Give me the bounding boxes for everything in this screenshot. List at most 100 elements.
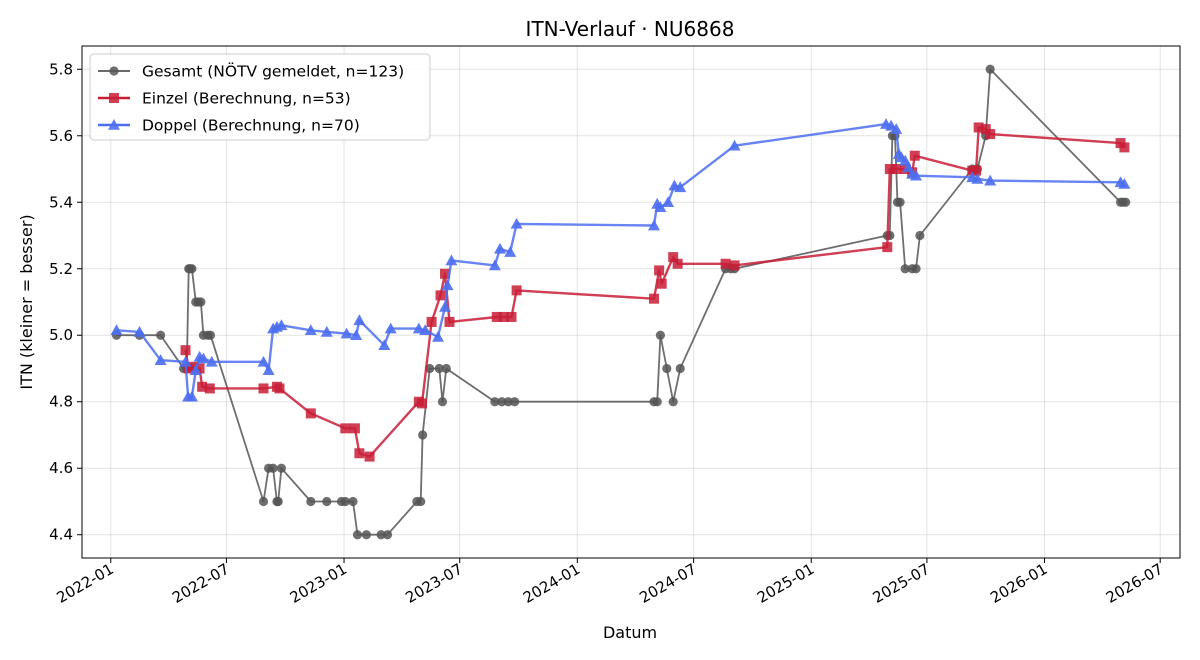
data-point: [276, 463, 287, 473]
data-point: [675, 363, 685, 374]
data-point: [419, 324, 432, 336]
data-point: [439, 300, 452, 312]
data-point: [179, 355, 192, 367]
legend-marker: [109, 66, 119, 76]
data-point: [180, 345, 191, 356]
series-line: [116, 68, 1126, 536]
series-square: [180, 122, 1130, 462]
data-point: [258, 496, 269, 507]
data-point: [441, 363, 451, 374]
data-point: [971, 172, 984, 184]
data-point: [668, 397, 678, 407]
legend-label: Gesamt (NÖTV gemeldet, n=123): [142, 62, 404, 81]
x-tick-label: 2025-01: [754, 560, 817, 607]
data-point: [510, 397, 520, 407]
data-point: [648, 219, 661, 231]
data-point: [268, 463, 278, 473]
series-triangle: [110, 118, 1131, 402]
plot-area: [110, 64, 1131, 540]
data-point: [353, 314, 366, 326]
data-point: [891, 164, 902, 175]
data-point: [340, 496, 350, 507]
data-point: [320, 325, 333, 337]
data-point: [196, 297, 206, 307]
data-point: [890, 123, 903, 134]
data-point: [510, 217, 523, 229]
data-point: [273, 496, 283, 507]
data-point: [882, 242, 893, 253]
data-point: [656, 278, 667, 289]
data-point: [189, 364, 202, 375]
data-point: [416, 496, 426, 507]
x-tick-label: 2025-07: [870, 560, 933, 607]
y-tick-label: 5.2: [49, 260, 73, 278]
data-point: [911, 264, 921, 274]
data-point: [354, 448, 365, 459]
legend: Gesamt (NÖTV gemeldet, n=123) Einzel (Ber…: [89, 53, 431, 141]
data-point: [728, 139, 741, 151]
data-point: [720, 258, 731, 269]
data-point: [445, 254, 458, 266]
y-tick-label: 4.8: [49, 393, 73, 411]
data-point: [417, 398, 428, 409]
data-point: [340, 423, 351, 434]
data-point: [205, 355, 218, 367]
data-point: [205, 330, 216, 340]
data-point: [902, 161, 915, 173]
data-point: [361, 530, 372, 540]
data-point: [274, 383, 285, 394]
data-point: [431, 330, 444, 342]
data-point: [985, 64, 995, 74]
data-point: [662, 196, 675, 208]
y-tick-label: 5.4: [49, 193, 73, 211]
data-point: [652, 397, 662, 407]
data-point: [895, 197, 905, 207]
data-point: [503, 397, 513, 407]
data-point: [194, 363, 205, 374]
legend-entry: Gesamt (NÖTV gemeldet, n=123): [98, 62, 404, 81]
data-point: [1118, 177, 1131, 189]
data-point: [185, 390, 198, 402]
x-tick-label: 2023-01: [287, 560, 350, 607]
x-tick-label: 2022-01: [53, 560, 116, 607]
data-point: [973, 122, 984, 133]
data-point: [156, 330, 166, 340]
y-tick-label: 5.6: [49, 127, 73, 145]
data-point: [900, 264, 910, 274]
x-tick-label: 2026-07: [1103, 560, 1166, 607]
data-point: [322, 496, 332, 507]
data-point: [506, 311, 517, 322]
data-point: [511, 285, 522, 296]
x-tick-label: 2026-01: [987, 560, 1050, 607]
data-point: [110, 324, 123, 336]
y-tick-label: 4.4: [49, 526, 73, 544]
data-point: [488, 259, 501, 271]
data-point: [435, 290, 446, 301]
x-axis: 2022-01 2022-07 2023-01 2023-07 2024-01 2024-…: [53, 558, 1166, 607]
data-point: [662, 363, 672, 374]
y-tick-label: 5.0: [49, 326, 73, 344]
x-tick-label: 2023-07: [402, 560, 465, 607]
data-point: [434, 363, 444, 374]
legend-label: Einzel (Berechnung, n=53): [142, 90, 351, 108]
legend-entry: Doppel (Berechnung, n=70): [98, 117, 360, 135]
data-point: [364, 451, 375, 462]
data-point: [418, 430, 428, 440]
data-point: [352, 530, 363, 540]
data-point: [133, 325, 146, 337]
data-point: [275, 319, 288, 331]
data-point: [490, 397, 500, 407]
x-tick-label: 2024-07: [636, 560, 699, 607]
data-point: [491, 311, 502, 322]
data-point: [915, 230, 925, 241]
y-tick-label: 4.6: [49, 459, 73, 477]
data-point: [985, 129, 996, 140]
data-point: [654, 201, 667, 213]
data-point: [348, 496, 358, 507]
data-point: [654, 265, 665, 276]
data-point: [154, 354, 167, 365]
data-point: [884, 164, 895, 175]
data-point: [729, 260, 740, 271]
data-point: [258, 383, 269, 394]
